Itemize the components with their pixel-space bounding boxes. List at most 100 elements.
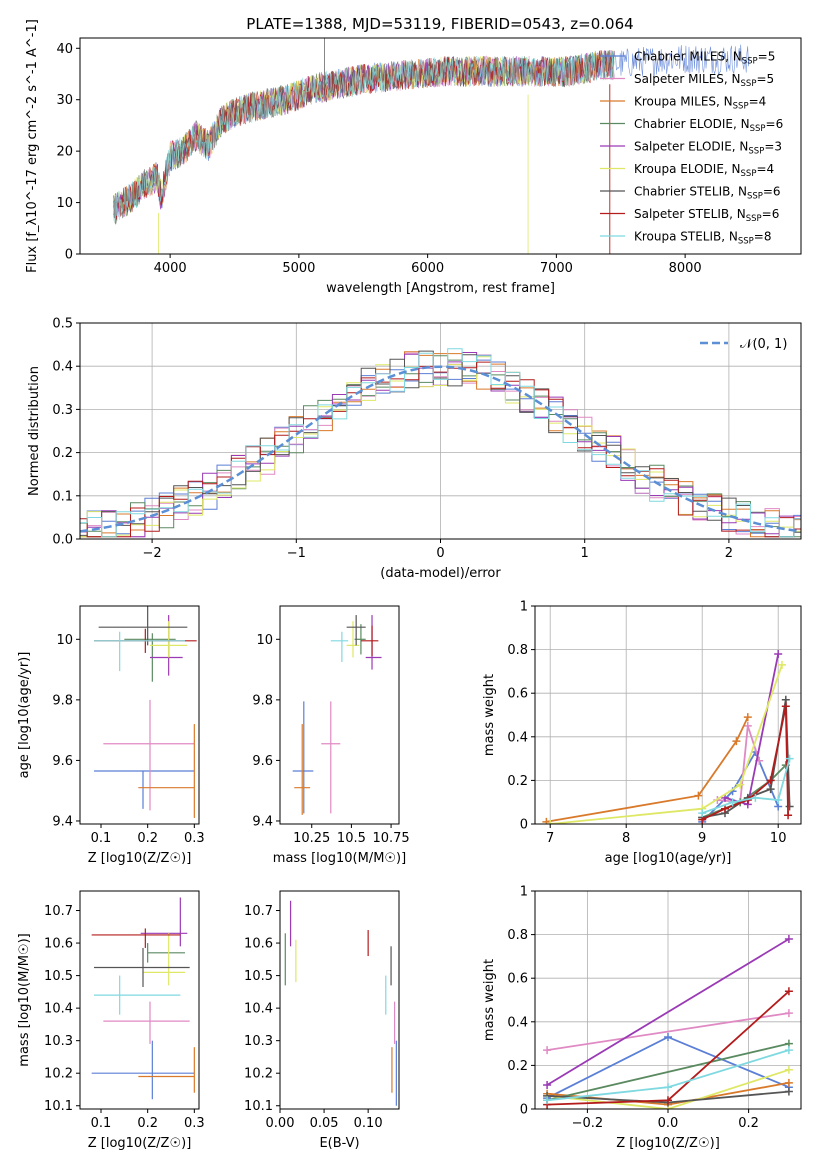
legend-value: =4	[756, 162, 774, 176]
panel-weight-vs-age: 7 8 9 10 0 0.2 0.4 0.6 0.8 1 age [log10(age/yr)] ma…	[482, 600, 802, 866]
legend-entry: Salpeter STELIB, NSSP=6	[634, 207, 779, 224]
spectrum-line	[113, 50, 615, 221]
y-tick-label: 10.7	[44, 904, 73, 919]
x-axis-label: Z [log10(Z/Z☉)]	[616, 1136, 720, 1151]
x-tick-label: 7000	[540, 261, 573, 276]
figure-title: PLATE=1388, MJD=53119, FIBERID=0543, z=0…	[246, 15, 633, 33]
weight-marker	[543, 1046, 552, 1055]
y-tick-label: 10.1	[44, 1099, 73, 1114]
y-tick-label: 40	[56, 42, 73, 57]
y-tick-label: 9.8	[252, 693, 273, 708]
y-tick-label: 0	[65, 248, 73, 263]
x-tick-label: 0.3	[184, 1116, 205, 1131]
y-tick-label: 10.2	[44, 1067, 73, 1082]
panel-mass-vs-EBV: 0.00 0.05 0.10 10.1 10.2 10.3 10.4 10.5 10.6 10.7…	[244, 890, 400, 1151]
legend-value: =8	[754, 230, 772, 244]
legend-entry: Chabrier STELIB, NSSP=6	[634, 185, 781, 202]
weight-marker	[664, 1096, 672, 1105]
weight-marker	[784, 1009, 793, 1018]
weight-line	[701, 706, 789, 821]
x-tick-label: 0.2	[738, 1116, 759, 1131]
axes-frame	[79, 890, 200, 1110]
axes-frame	[534, 605, 802, 825]
legend-subscript: SSP	[750, 124, 766, 134]
x-tick-label: 0.2	[137, 831, 158, 846]
x-tick-label: 4000	[154, 261, 187, 276]
y-tick-label: 10.3	[44, 1034, 73, 1049]
weight-marker	[543, 1096, 552, 1105]
legend-subscript: SSP	[746, 214, 762, 224]
x-tick-label: 0	[436, 546, 444, 561]
x-tick-label: −2	[143, 546, 162, 561]
x-tick-label: −0.2	[572, 1116, 604, 1131]
weight-line	[546, 1042, 790, 1102]
y-tick-label: 10.1	[244, 1099, 273, 1114]
weight-marker	[546, 820, 555, 824]
panel-mass-vs-Z: 0.1 0.2 0.3 10.1 10.2 10.3 10.4 10.5 10.6 10.7 Z […	[17, 890, 205, 1151]
y-tick-label: 10	[56, 633, 73, 648]
weight-marker	[774, 649, 783, 658]
y-tick-label: 10.5	[44, 969, 73, 984]
y-tick-label: 20	[56, 145, 73, 160]
plot-area	[535, 606, 801, 824]
x-tick-label: 0.1	[91, 1116, 112, 1131]
panel-residuals: −2 −1 0 1 2 0.0 0.1 0.2 0.3 0.4 0.5 (data-model)/er…	[27, 317, 802, 581]
legend-entry: Salpeter ELODIE, NSSP=3	[634, 140, 782, 157]
y-tick-label: 9.6	[52, 754, 73, 769]
weight-marker	[784, 987, 793, 996]
x-axis-label: wavelength [Angstrom, rest frame]	[326, 281, 555, 296]
weight-line	[546, 938, 790, 1086]
legend-value: =3	[764, 140, 782, 154]
weight-marker	[784, 1078, 793, 1087]
y-tick-label: 9.4	[252, 814, 273, 829]
y-tick-label: 0	[520, 1103, 528, 1118]
weight-marker	[698, 809, 707, 818]
y-axis-label: age [log10(age/yr)]	[17, 652, 32, 779]
panel-spectrum: 4000 5000 6000 7000 8000 0 10 20 30 40 wavelength …	[25, 19, 802, 296]
y-tick-label: 0.2	[507, 1059, 528, 1074]
y-tick-label: 0	[520, 818, 528, 833]
y-tick-label: 0.8	[507, 643, 528, 658]
weight-marker	[784, 934, 793, 943]
weight-marker	[542, 817, 551, 824]
axes-frame	[279, 605, 400, 825]
weight-marker	[664, 1033, 672, 1042]
weight-marker	[766, 776, 775, 785]
weight-line	[546, 716, 749, 823]
legend-subscript: SSP	[748, 147, 764, 157]
panel-weight-vs-Z: −0.2 0.0 0.2 0 0.2 0.4 0.6 0.8 1 Z [log10(Z/Z☉)] m…	[482, 885, 802, 1151]
x-tick-label: 0.10	[354, 1116, 383, 1131]
legend: Chabrier MILES, NSSP=5 Salpeter MILES, NS…	[600, 50, 783, 247]
axes-frame	[79, 37, 802, 255]
y-tick-label: 0.2	[507, 774, 528, 789]
plot-area	[292, 615, 382, 815]
weight-marker	[664, 1083, 672, 1092]
plot-area	[113, 38, 750, 254]
weight-marker	[743, 713, 752, 722]
x-tick-label: 10.5	[337, 831, 366, 846]
x-axis-label: Z [log10(Z/Z☉)]	[88, 851, 192, 866]
legend-entry: Kroupa STELIB, NSSP=8	[634, 230, 772, 247]
axes-frame	[279, 890, 400, 1110]
y-tick-label: 0.4	[52, 360, 73, 375]
y-axis-label: mass weight	[482, 674, 497, 756]
x-tick-label: 10.75	[372, 831, 409, 846]
legend-value: =5	[756, 72, 774, 86]
weight-line	[717, 725, 761, 804]
y-tick-label: 1	[520, 600, 528, 615]
weight-marker	[784, 1046, 793, 1055]
y-tick-label: 0.4	[507, 1015, 528, 1030]
plot-area	[535, 891, 801, 1109]
y-tick-label: 0.2	[52, 446, 73, 461]
y-tick-label: 9.4	[52, 814, 73, 829]
legend-entry: 𝒩(0, 1)	[740, 337, 787, 352]
y-tick-label: 10.6	[44, 937, 73, 952]
weight-line	[550, 664, 783, 824]
legend-value: =6	[766, 117, 784, 131]
y-tick-label: 10.2	[244, 1067, 273, 1082]
legend-value: =4	[749, 95, 767, 109]
y-axis-label: Normed distribution	[27, 366, 42, 496]
x-axis-label: E(B-V)	[319, 1136, 359, 1151]
legend-subscript: SSP	[747, 192, 763, 202]
weight-marker	[774, 796, 783, 805]
